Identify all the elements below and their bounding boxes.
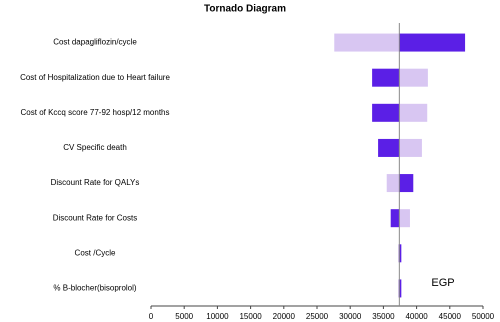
x-tick-label: 35000 bbox=[372, 312, 395, 321]
bar bbox=[378, 138, 400, 157]
x-tick-label: 20000 bbox=[273, 312, 296, 321]
bar bbox=[372, 103, 400, 122]
bar bbox=[399, 209, 410, 228]
bar bbox=[399, 103, 428, 122]
bar bbox=[399, 279, 402, 298]
x-tick-label: 40000 bbox=[405, 312, 428, 321]
category-label: % B-blocher(bisoprolol) bbox=[53, 284, 136, 293]
bar bbox=[399, 33, 466, 52]
x-tick-label: 15000 bbox=[239, 312, 262, 321]
category-label: CV Specific death bbox=[63, 143, 127, 152]
x-tick-label: 25000 bbox=[306, 312, 329, 321]
x-tick-label: 5000 bbox=[175, 312, 193, 321]
bar bbox=[398, 279, 400, 298]
category-label: Discount Rate for QALYs bbox=[51, 178, 140, 187]
x-tick-label: 45000 bbox=[439, 312, 462, 321]
category-label: Cost dapagliflozin/cycle bbox=[53, 38, 137, 47]
x-tick-label: 50000 bbox=[472, 312, 495, 321]
bar bbox=[399, 244, 402, 263]
category-label: Discount Rate for Costs bbox=[53, 213, 137, 222]
x-tick-label: 30000 bbox=[339, 312, 362, 321]
bar bbox=[386, 174, 400, 193]
chart-title: Tornado Diagram bbox=[204, 4, 286, 15]
category-label: Cost of Kccq score 77-92 hosp/12 months bbox=[21, 108, 170, 117]
bar bbox=[399, 68, 428, 87]
category-label: Cost /Cycle bbox=[75, 248, 116, 257]
bar bbox=[334, 33, 400, 52]
x-tick-label: 0 bbox=[149, 312, 154, 321]
bar bbox=[399, 138, 422, 157]
bar bbox=[399, 174, 414, 193]
x-tick-label: 10000 bbox=[206, 312, 229, 321]
bar bbox=[398, 244, 400, 263]
bar bbox=[372, 68, 400, 87]
annotation: EGP bbox=[431, 277, 454, 289]
category-label: Cost of Hospitalization due to Heart fai… bbox=[20, 73, 170, 82]
bar bbox=[390, 209, 400, 228]
